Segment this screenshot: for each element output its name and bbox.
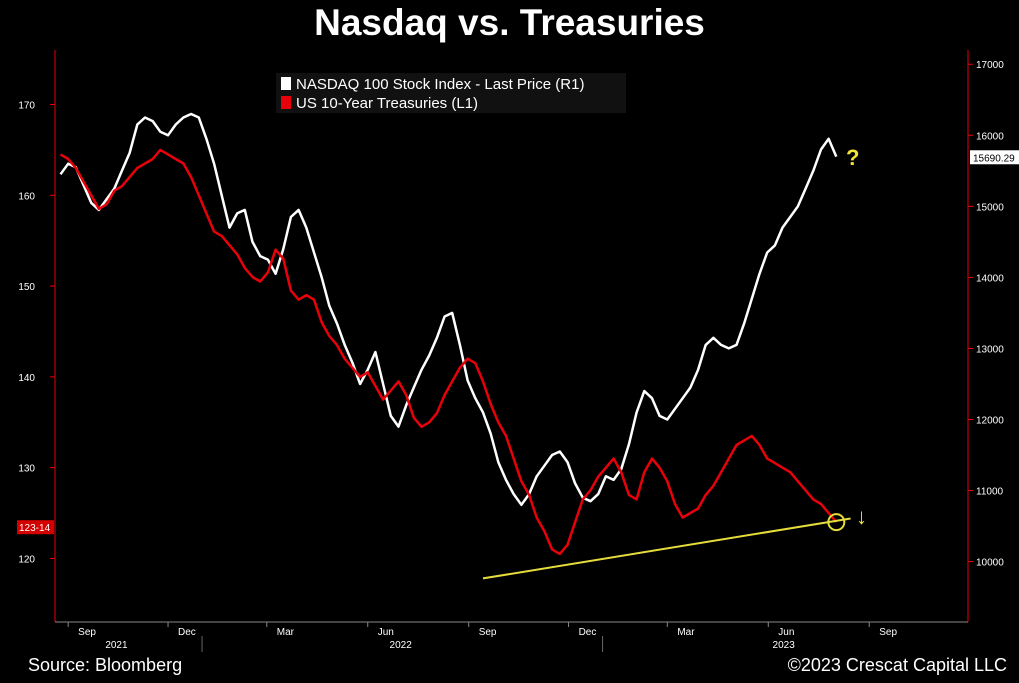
legend-label-treasuries: US 10-Year Treasuries (L1) bbox=[296, 95, 478, 112]
x-tick-label: Jun bbox=[778, 627, 794, 638]
highlight-circle bbox=[827, 513, 846, 532]
x-tick-label: Mar bbox=[277, 627, 295, 638]
y-right-tick-label: 11000 bbox=[976, 487, 1004, 498]
trendline bbox=[482, 517, 851, 580]
x-tick-label: Sep bbox=[479, 627, 497, 638]
annotation-group: 15690.29 123-14? ↓ bbox=[17, 145, 1019, 580]
axes-group: 120 130 140 150 160 170 10000 11000 12000 13000 14… bbox=[18, 50, 1004, 652]
question-mark-annotation: ? bbox=[846, 145, 859, 170]
left-last-price-tag bbox=[17, 520, 54, 535]
copyright-note: ©2023 Crescat Capital LLC bbox=[787, 655, 1007, 675]
y-right-tick-label: 13000 bbox=[976, 344, 1004, 355]
x-tick-label: Mar bbox=[677, 627, 695, 638]
y-right-tick-label: 10000 bbox=[976, 558, 1004, 569]
x-tick-label: Jun bbox=[378, 627, 394, 638]
x-tick-label: Dec bbox=[178, 627, 196, 638]
left-last-price-label: 123-14 bbox=[19, 523, 51, 534]
y-left-tick-label: 120 bbox=[18, 554, 35, 565]
legend-label-nasdaq: NASDAQ 100 Stock Index - Last Price (R1) bbox=[296, 76, 584, 93]
legend: NASDAQ 100 Stock Index - Last Price (R1)… bbox=[276, 73, 626, 113]
y-right-tick-label: 15000 bbox=[976, 202, 1004, 213]
y-right-tick-label: 12000 bbox=[976, 415, 1004, 426]
treasuries-line bbox=[59, 148, 838, 556]
y-right-tick-label: 16000 bbox=[976, 131, 1004, 142]
y-left-tick-label: 150 bbox=[18, 282, 35, 293]
x-year-label: 2021 bbox=[105, 640, 128, 651]
x-tick-label: Dec bbox=[579, 627, 597, 638]
y-left-tick-label: 140 bbox=[18, 373, 35, 384]
source-note: Source: Bloomberg bbox=[28, 655, 183, 675]
legend-box bbox=[276, 73, 626, 113]
x-tick-label: Sep bbox=[78, 627, 96, 638]
series-group bbox=[59, 112, 838, 556]
x-tick-label: Sep bbox=[879, 627, 897, 638]
chart-title: Nasdaq vs. Treasuries bbox=[314, 2, 705, 43]
down-arrow-annotation: ↓ bbox=[856, 504, 867, 529]
y-left-tick-label: 130 bbox=[18, 464, 35, 475]
x-year-label: 2023 bbox=[773, 640, 796, 651]
right-last-price-tag bbox=[970, 150, 1019, 165]
legend-swatch-nasdaq bbox=[281, 77, 291, 90]
y-right-tick-label: 17000 bbox=[976, 60, 1004, 71]
y-left-tick-label: 170 bbox=[18, 100, 35, 111]
y-right-tick-label: 14000 bbox=[976, 273, 1004, 284]
legend-swatch-treasuries bbox=[281, 96, 291, 109]
nasdaq-line bbox=[59, 112, 838, 507]
right-last-price-label: 15690.29 bbox=[973, 153, 1015, 164]
x-year-label: 2022 bbox=[390, 640, 413, 651]
y-left-tick-label: 160 bbox=[18, 191, 35, 202]
